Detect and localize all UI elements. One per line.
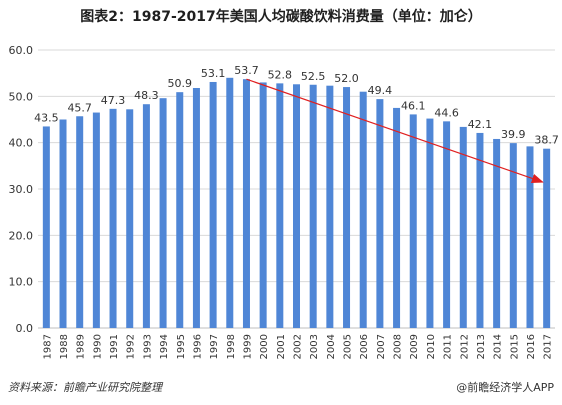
x-tick-label: 1994 <box>159 334 170 359</box>
bar <box>426 118 434 328</box>
y-tick-label: 30.0 <box>9 183 34 196</box>
data-label: 47.3 <box>101 94 126 107</box>
bar <box>259 82 267 328</box>
source-note: 资料来源：前瞻产业研究院整理 <box>8 381 162 394</box>
data-label: 48.3 <box>134 89 159 102</box>
x-tick-label: 1998 <box>226 334 237 359</box>
copyright-note: @前瞻经济学人APP <box>456 381 554 394</box>
x-tick-label: 2011 <box>443 334 454 359</box>
bar <box>309 84 317 328</box>
data-label: 39.9 <box>501 128 526 141</box>
x-tick-label: 2003 <box>309 334 320 359</box>
data-label: 46.1 <box>401 99 426 112</box>
x-tick-label: 2015 <box>509 334 520 359</box>
data-label: 45.7 <box>67 101 92 114</box>
x-tick-label: 2017 <box>543 334 554 359</box>
x-tick-label: 2007 <box>376 334 387 359</box>
data-label: 44.6 <box>434 106 459 119</box>
data-label: 38.7 <box>534 134 559 147</box>
bar <box>242 79 250 328</box>
x-tick-label: 2002 <box>293 334 304 359</box>
bar <box>276 83 284 328</box>
bar <box>409 114 417 328</box>
y-tick-label: 10.0 <box>9 276 34 289</box>
bar <box>326 85 334 328</box>
bar <box>176 92 184 328</box>
bar <box>509 143 517 328</box>
x-tick-label: 1996 <box>192 334 203 359</box>
x-tick-label: 2006 <box>359 334 370 359</box>
trend-arrow-line <box>246 78 544 184</box>
bar <box>443 121 451 328</box>
x-tick-label: 1988 <box>59 334 70 359</box>
x-tick-label: 1989 <box>76 334 87 359</box>
bar <box>459 126 467 328</box>
data-label: 53.1 <box>201 67 226 80</box>
x-tick-label: 2005 <box>343 334 354 359</box>
x-tick-label: 2010 <box>426 334 437 359</box>
data-label: 52.0 <box>334 72 359 85</box>
data-labels: 43.5 45.7 47.3 48.3 50.9 53.1 53.7 52.8 52.5 52.0… <box>34 64 559 147</box>
x-tick-label: 2001 <box>276 334 287 359</box>
x-tick-label: 1999 <box>242 334 253 359</box>
x-tick-label: 1993 <box>142 334 153 359</box>
x-tick-label: 2013 <box>476 334 487 359</box>
y-tick-label: 50.0 <box>9 90 34 103</box>
trend-arrow <box>246 78 544 184</box>
data-label: 43.5 <box>34 111 59 124</box>
x-tick-label: 2009 <box>409 334 420 359</box>
bar <box>493 138 501 328</box>
data-label: 50.9 <box>168 77 193 90</box>
y-tick-label: 40.0 <box>9 137 34 150</box>
bar <box>109 108 117 329</box>
bar <box>192 87 200 328</box>
bar <box>159 98 167 328</box>
bar <box>209 81 217 328</box>
x-tick-label: 2014 <box>493 334 504 359</box>
y-tick-label: 0.0 <box>16 322 34 335</box>
x-tick-label: 1997 <box>209 334 220 359</box>
bar <box>359 91 367 328</box>
x-tick-label: 2000 <box>259 334 270 359</box>
axes: 0.0 10.0 20.0 30.0 40.0 50.0 60.0 1987 1988 1989 1… <box>9 44 555 359</box>
y-tick-label: 60.0 <box>9 44 34 57</box>
bar <box>376 99 384 328</box>
x-tick-label: 1995 <box>176 334 187 359</box>
bar <box>226 77 234 328</box>
x-tick-label: 1992 <box>126 334 137 359</box>
bar <box>59 119 67 328</box>
bar <box>76 116 84 328</box>
bar <box>343 87 351 328</box>
y-tick-label: 20.0 <box>9 229 34 242</box>
bar <box>543 148 551 328</box>
data-label: 49.4 <box>368 84 393 97</box>
chart-title: 图表2：1987-2017年美国人均碳酸饮料消费量（单位：加仑） <box>80 9 482 25</box>
x-tick-label: 2004 <box>326 334 337 359</box>
bar <box>292 84 301 328</box>
data-label: 52.8 <box>268 68 293 81</box>
x-tick-label: 2008 <box>393 334 404 359</box>
data-label: 53.7 <box>234 64 259 77</box>
x-tick-label: 1990 <box>92 334 103 359</box>
bar <box>393 107 401 329</box>
data-label: 52.5 <box>301 70 326 83</box>
data-label: 42.1 <box>468 118 493 131</box>
bar <box>126 109 134 328</box>
x-tick-label: 2012 <box>459 334 470 359</box>
x-tick-label: 1991 <box>109 334 120 359</box>
bar <box>526 146 534 328</box>
bar <box>142 104 150 329</box>
bars <box>42 77 551 329</box>
bar <box>476 132 484 328</box>
x-tick-label: 2016 <box>526 334 537 359</box>
x-tick-label: 1987 <box>42 334 53 359</box>
bar <box>42 126 50 328</box>
bar <box>92 112 100 328</box>
